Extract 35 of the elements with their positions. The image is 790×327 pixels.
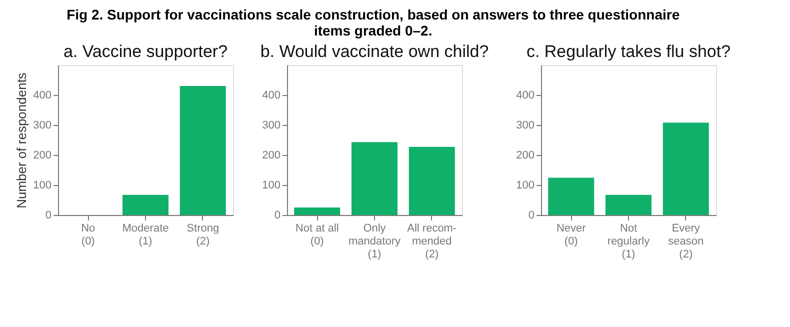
y-tick-label: 0 — [274, 210, 280, 222]
x-tick-label: Strong (2) — [186, 222, 220, 248]
y-tick-label: 400 — [262, 90, 280, 102]
y-tick-label: 300 — [262, 120, 280, 132]
x-tick-label: Not regularly (1) — [607, 222, 650, 260]
y-tick-label: 100 — [516, 180, 534, 192]
y-tick-label: 400 — [33, 90, 52, 102]
y-tick-label: 0 — [45, 210, 52, 222]
x-tick-label: No (0) — [81, 222, 96, 248]
bar — [408, 146, 455, 215]
chart-title: b. Would vaccinate own child? — [260, 42, 489, 61]
bar — [548, 178, 594, 215]
chart-title: c. Regularly takes flu shot? — [526, 42, 731, 61]
x-tick-label: Every season (2) — [668, 222, 704, 260]
y-tick-label: 200 — [33, 150, 52, 162]
y-tick-label: 0 — [528, 210, 534, 222]
bar — [662, 122, 709, 215]
y-axis-title: Number of respondents — [14, 72, 30, 208]
y-tick-label: 400 — [516, 90, 534, 102]
y-tick-label: 200 — [262, 150, 280, 162]
x-tick-label: Only mandatory (1) — [348, 222, 401, 260]
bar — [606, 194, 652, 215]
y-tick-label: 300 — [516, 120, 534, 132]
chart-title: a. Vaccine supporter? — [63, 42, 228, 61]
x-tick-label: All recom- mended (2) — [407, 222, 457, 260]
y-tick-label: 300 — [33, 120, 52, 132]
y-tick-label: 200 — [516, 150, 534, 162]
y-tick-label: 100 — [33, 180, 52, 192]
bar — [294, 208, 340, 215]
caption: Fig 2. Support for vaccinations scale construction, based on answers to three questionnaire items graded 0–2. — [66, 6, 680, 38]
x-tick-label: Moderate (1) — [122, 222, 169, 248]
bar — [352, 142, 398, 215]
y-tick-label: 100 — [262, 180, 280, 192]
x-tick-label: Never (0) — [556, 222, 586, 248]
x-tick-label: Not at all (0) — [295, 222, 339, 248]
